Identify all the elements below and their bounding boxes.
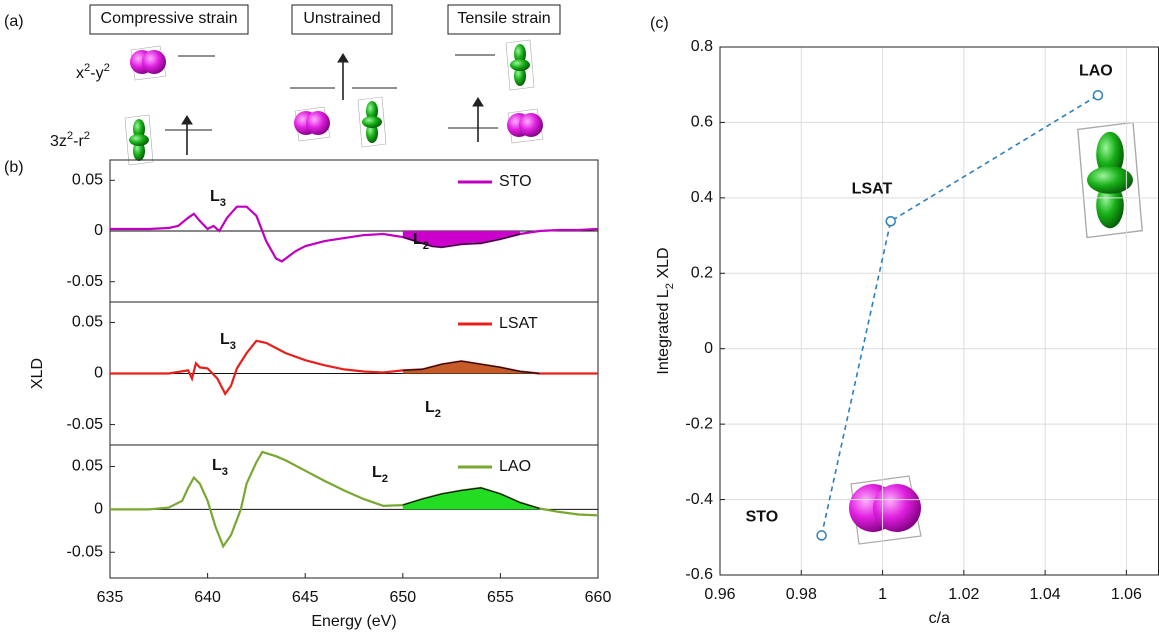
annotation-part: L [425,399,435,416]
point [1092,90,1104,101]
y-tick-label: 0.05 [72,458,103,475]
orbital-label: x2-y2 [76,62,110,82]
x-axis-label: c/a [929,610,950,627]
point-label: LAO [1079,62,1113,79]
panel-label: (c) [650,15,669,32]
y-tick-label: 0 [704,340,713,357]
annotation-part: L [212,457,222,474]
plot-frame [719,46,1159,576]
x-axis-label: Energy (eV) [311,613,396,630]
x-tick-label: 660 [585,589,612,606]
x-tick-label: 650 [389,589,416,606]
x-tick-label: 0.96 [704,586,735,603]
y-tick-label: 0.6 [691,114,713,131]
shaded-area [402,231,520,248]
x-tick-label: 655 [487,589,514,606]
point [885,215,896,227]
shaded-outline [402,487,540,510]
series-line [110,205,599,263]
x-tick-label: 635 [97,589,124,606]
y-tick-label: 0.05 [72,314,103,331]
orbital-label-part: 2 [67,130,73,142]
y-axis-label-part: Integrated L [655,289,672,375]
legend-label: STO [499,173,532,190]
y-tick-label: -0.4 [685,491,713,508]
x-tick-label: 1 [878,586,887,603]
orbital-label-part: 2 [84,130,90,142]
y-tick-label: -0.05 [67,273,104,290]
orbital-label-part: 2 [84,62,90,74]
annotation-part: L [210,188,220,205]
orbital-label-part: 2 [104,62,110,74]
shaded-outline [402,360,540,375]
legend-label: LSAT [499,315,538,332]
panel-label: (a) [4,13,24,30]
orbital-label-part: 3z [50,133,67,150]
annotation-part: 3 [220,197,226,209]
annotation-part: 2 [382,473,388,485]
annotation-part: 3 [230,340,236,352]
x-tick-label: 1.06 [1111,586,1142,603]
shaded-area [402,361,540,374]
y-axis-label: Integrated L2 XLD [655,247,676,374]
annotation: L3 [210,188,226,209]
orbital-label-part: x [76,65,84,82]
y-axis-label: XLD [29,358,46,389]
annotation-part: 3 [222,466,228,478]
orbital-art [124,39,1144,545]
annotation-part: L [413,231,423,248]
annotation-part: 2 [423,240,429,252]
series-line [820,94,1099,536]
annotation: L2 [413,231,429,252]
x-tick-label: 1.02 [948,586,979,603]
x-tick-label: 1.04 [1030,586,1061,603]
orbital-label: 3z2-r2 [50,130,90,150]
annotation: L3 [212,457,228,478]
x-tick-label: 0.98 [786,586,817,603]
strain-label: Unstrained [303,10,380,27]
orbital-label-part: -y [90,65,103,82]
y-tick-label: 0 [94,222,103,239]
legend-label: LAO [499,458,531,475]
y-tick-label: 0 [94,501,103,518]
shaded-outline [402,233,521,248]
strain-label: Compressive strain [101,10,238,27]
point [816,530,827,541]
orbital-label-part: -r [73,133,84,150]
y-axis-label-part: 2 [664,283,676,289]
y-tick-label: 0.8 [691,38,713,55]
annotation: L3 [220,331,236,352]
annotation-part: L [220,331,230,348]
y-tick-label: -0.05 [67,416,104,433]
y-tick-label: -0.6 [685,566,713,583]
point-label: STO [746,509,779,526]
y-tick-label: 0.2 [691,265,713,282]
y-tick-label: 0 [94,365,103,382]
x-tick-label: 645 [292,589,319,606]
panel-label: (b) [4,159,24,176]
x-tick-label: 640 [194,589,221,606]
annotation: L2 [425,399,441,420]
plot-frame [109,444,599,579]
annotation: L2 [372,464,388,485]
annotation-part: 2 [435,408,441,420]
y-tick-label: 0.05 [72,172,103,189]
y-axis-label-part: XLD [29,358,46,389]
shaded-area [402,487,540,510]
y-axis-label-part: XLD [655,247,672,283]
y-tick-label: 0.4 [691,189,713,206]
annotation-part: L [372,464,382,481]
series-line [110,339,598,397]
y-tick-label: -0.2 [685,415,713,432]
strain-label: Tensile strain [457,10,550,27]
point-label: LSAT [852,180,893,197]
schematic-art [89,4,561,155]
y-tick-label: -0.05 [67,543,104,560]
